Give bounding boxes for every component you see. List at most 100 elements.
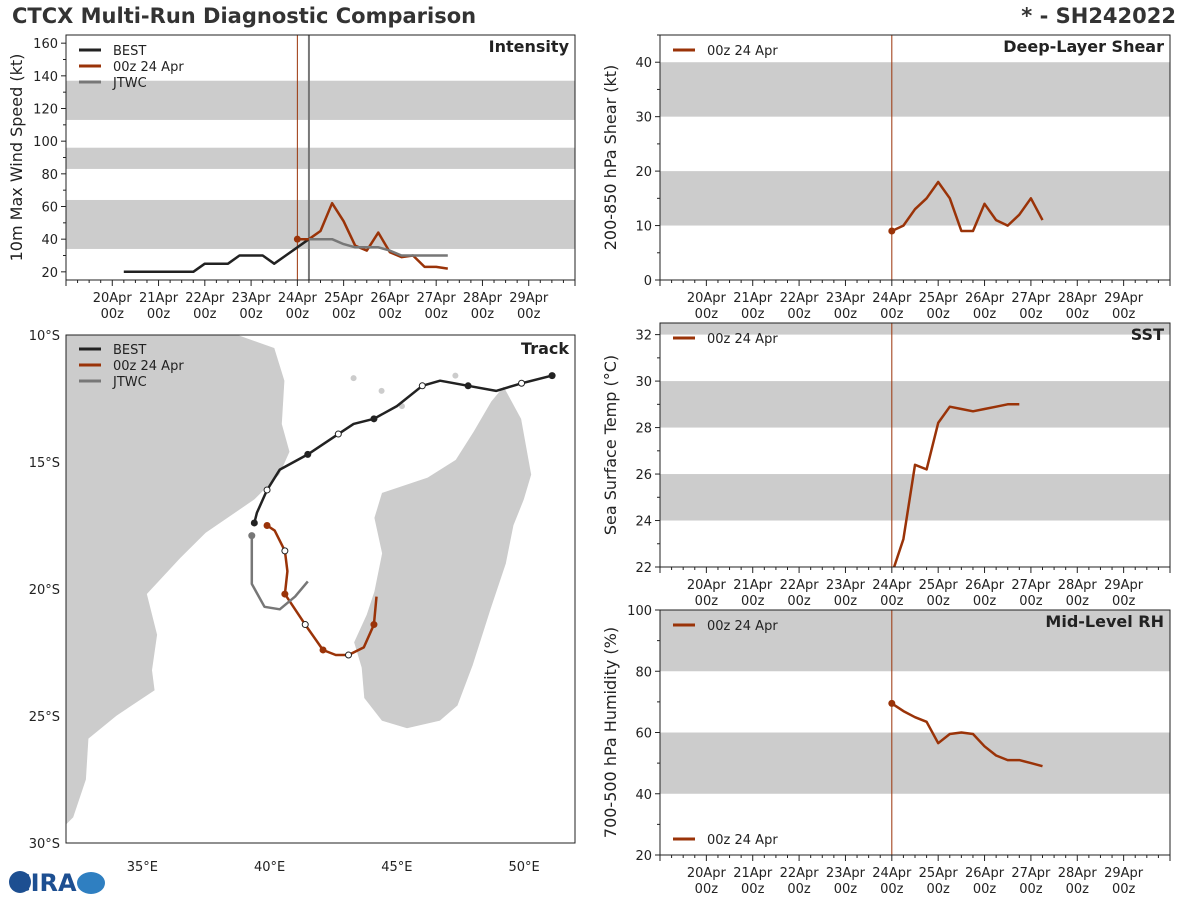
intensity-legend-label: BEST bbox=[113, 44, 146, 59]
intensity-band bbox=[66, 199, 575, 249]
rh-series-run bbox=[891, 702, 1043, 768]
rh-xtick-hour-label: 00z bbox=[741, 882, 765, 897]
intensity-ytick-label: 140 bbox=[33, 70, 58, 85]
sst-xtick-hour-label: 00z bbox=[834, 594, 858, 609]
shear-xtick-day-label: 27Apr bbox=[1011, 291, 1051, 306]
shear-xtick-hour-label: 00z bbox=[1066, 307, 1090, 322]
shear-xtick-hour-label: 00z bbox=[834, 307, 858, 322]
intensity-xtick-day-label: 22Apr bbox=[185, 291, 225, 306]
chart-track: 10°S 15°S 20°S 25°S 30°S 35°E 40°E 45°E 50°E Trac… bbox=[29, 329, 576, 875]
rh-xtick-day-label: 25Apr bbox=[919, 866, 959, 881]
track-xtick-label: 50°E bbox=[508, 860, 539, 875]
shear-xtick-hour-label: 00z bbox=[880, 307, 904, 322]
track-point-hollow bbox=[263, 486, 271, 494]
shear-ytick-label: 40 bbox=[635, 56, 652, 71]
intensity-ytick-label: 20 bbox=[41, 266, 58, 281]
sst-ytick-label: 28 bbox=[635, 422, 652, 437]
track-point-filled bbox=[370, 621, 378, 629]
shear-xtick-day-label: 23Apr bbox=[826, 291, 866, 306]
rh-ytick-label: 100 bbox=[627, 604, 652, 619]
sst-xtick-day-label: 26Apr bbox=[965, 578, 1005, 593]
track-line-jtwc bbox=[250, 535, 309, 611]
shear-xtick-day-label: 28Apr bbox=[1058, 291, 1098, 306]
shear-xtick-day-label: 24Apr bbox=[872, 291, 912, 306]
intensity-xtick-day-label: 28Apr bbox=[463, 291, 503, 306]
intensity-ytick-label: 100 bbox=[33, 135, 58, 150]
rh-legend-label: 00z 24 Apr bbox=[707, 619, 778, 634]
rh-series-start-point bbox=[888, 699, 896, 707]
shear-xtick-hour-label: 00z bbox=[973, 307, 997, 322]
sst-xtick-day-label: 27Apr bbox=[1011, 578, 1051, 593]
intensity-title: Intensity bbox=[489, 37, 570, 56]
shear-xtick-day-label: 22Apr bbox=[780, 291, 820, 306]
sst-plot-area bbox=[660, 323, 1170, 567]
rh-band bbox=[660, 732, 1170, 794]
intensity-xtick-hour-label: 00z bbox=[101, 307, 125, 322]
sst-xtick-hour-label: 00z bbox=[1019, 594, 1043, 609]
track-point-hollow bbox=[301, 621, 309, 629]
shear-xtick-day-label: 21Apr bbox=[733, 291, 773, 306]
rh-xtick-day-label: 22Apr bbox=[780, 866, 820, 881]
intensity-xtick-hour-label: 00z bbox=[147, 307, 171, 322]
rh-title: Mid-Level RH bbox=[1045, 612, 1164, 631]
shear-ylabel: 200-850 hPa Shear (kt) bbox=[601, 65, 620, 251]
intensity-plot-area bbox=[66, 35, 575, 280]
track-point-hollow bbox=[281, 547, 289, 555]
rh-xtick-day-label: 26Apr bbox=[965, 866, 1005, 881]
intensity-ytick-label: 60 bbox=[41, 201, 58, 216]
track-point-filled bbox=[370, 415, 378, 423]
sst-xtick-hour-label: 00z bbox=[695, 594, 719, 609]
rh-ytick-label: 80 bbox=[635, 665, 652, 680]
track-frame bbox=[65, 334, 576, 844]
intensity-series-jtwc bbox=[308, 237, 448, 257]
intensity-xtick-hour-label: 00z bbox=[193, 307, 217, 322]
sst-xtick-hour-label: 00z bbox=[926, 594, 950, 609]
rh-xtick-hour-label: 00z bbox=[834, 882, 858, 897]
track-legend-label: BEST bbox=[113, 343, 146, 358]
sst-frame bbox=[659, 322, 1171, 568]
island bbox=[452, 372, 459, 379]
intensity-band bbox=[66, 147, 575, 169]
sst-band bbox=[660, 323, 1170, 335]
sst-band bbox=[660, 381, 1170, 428]
shear-xtick-day-label: 26Apr bbox=[965, 291, 1005, 306]
sst-xtick-hour-label: 00z bbox=[880, 594, 904, 609]
rh-xtick-hour-label: 00z bbox=[787, 882, 811, 897]
track-point-filled bbox=[250, 519, 258, 527]
sst-ytick-label: 32 bbox=[635, 329, 652, 344]
sst-xtick-day-label: 28Apr bbox=[1058, 578, 1098, 593]
track-xtick-label: 35°E bbox=[127, 860, 158, 875]
intensity-xtick-day-label: 29Apr bbox=[509, 291, 549, 306]
shear-xtick-hour-label: 00z bbox=[1019, 307, 1043, 322]
track-ytick-label: 15°S bbox=[29, 456, 60, 471]
track-point-filled bbox=[304, 450, 312, 458]
shear-xtick-day-label: 29Apr bbox=[1104, 291, 1144, 306]
track-ytick-label: 30°S bbox=[29, 837, 60, 852]
intensity-ytick-label: 40 bbox=[41, 233, 58, 248]
sst-xtick-hour-label: 00z bbox=[1112, 594, 1136, 609]
intensity-xtick-hour-label: 00z bbox=[286, 307, 310, 322]
rh-xtick-hour-label: 00z bbox=[973, 882, 997, 897]
shear-series-start-point bbox=[888, 227, 896, 235]
track-point-filled bbox=[464, 382, 472, 390]
intensity-legend-label: JTWC bbox=[112, 76, 147, 91]
shear-xtick-hour-label: 00z bbox=[695, 307, 719, 322]
sst-xtick-day-label: 25Apr bbox=[919, 578, 959, 593]
sst-xtick-hour-label: 00z bbox=[1066, 594, 1090, 609]
sst-xtick-day-label: 22Apr bbox=[780, 578, 820, 593]
track-point-filled bbox=[548, 372, 556, 380]
shear-series-run bbox=[891, 180, 1044, 233]
rh-legend-label-bottom: 00z 24 Apr bbox=[707, 833, 778, 848]
track-xtick-label: 40°E bbox=[254, 860, 285, 875]
intensity-xtick-hour-label: 00z bbox=[517, 307, 541, 322]
intensity-xtick-hour-label: 00z bbox=[378, 307, 402, 322]
sst-xtick-day-label: 29Apr bbox=[1104, 578, 1144, 593]
track-point-hollow bbox=[418, 382, 426, 390]
shear-band bbox=[660, 62, 1170, 117]
sst-xtick-hour-label: 00z bbox=[973, 594, 997, 609]
intensity-legend-label: 00z 24 Apr bbox=[113, 60, 184, 75]
sst-xtick-hour-label: 00z bbox=[787, 594, 811, 609]
track-point-hollow bbox=[518, 379, 526, 387]
sst-ytick-label: 30 bbox=[635, 375, 652, 390]
sst-band bbox=[660, 474, 1170, 521]
